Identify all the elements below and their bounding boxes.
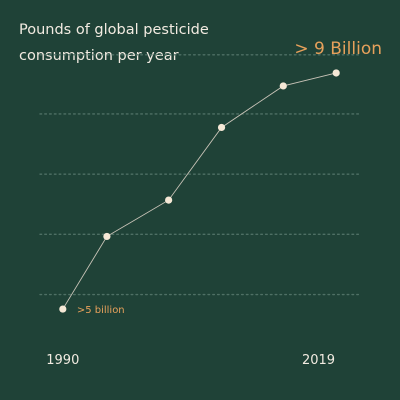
chart-labels: 1990 2019 >5 billion bbox=[46, 305, 335, 368]
gridlines bbox=[39, 54, 361, 296]
series-line-group bbox=[62, 72, 337, 310]
title-line-1: Pounds of global pesticide bbox=[19, 22, 209, 38]
data-points bbox=[59, 69, 340, 313]
data-point-5 bbox=[279, 82, 287, 90]
title-line-2: consumption per year bbox=[19, 48, 179, 64]
series-line bbox=[62, 72, 337, 310]
data-point-4 bbox=[217, 123, 226, 132]
x-tick-label-1990: 1990 bbox=[46, 353, 79, 368]
data-point-3 bbox=[165, 196, 173, 204]
data-point-6 bbox=[332, 69, 340, 77]
chart-title: Pounds of global pesticide consumption p… bbox=[19, 17, 279, 69]
x-tick-label-2019: 2019 bbox=[302, 353, 335, 368]
highlight-value: > 9 Billion bbox=[294, 39, 382, 59]
data-point-2 bbox=[103, 232, 111, 241]
annotation-label-1: >5 billion bbox=[77, 305, 125, 316]
data-point-1 bbox=[59, 305, 67, 313]
